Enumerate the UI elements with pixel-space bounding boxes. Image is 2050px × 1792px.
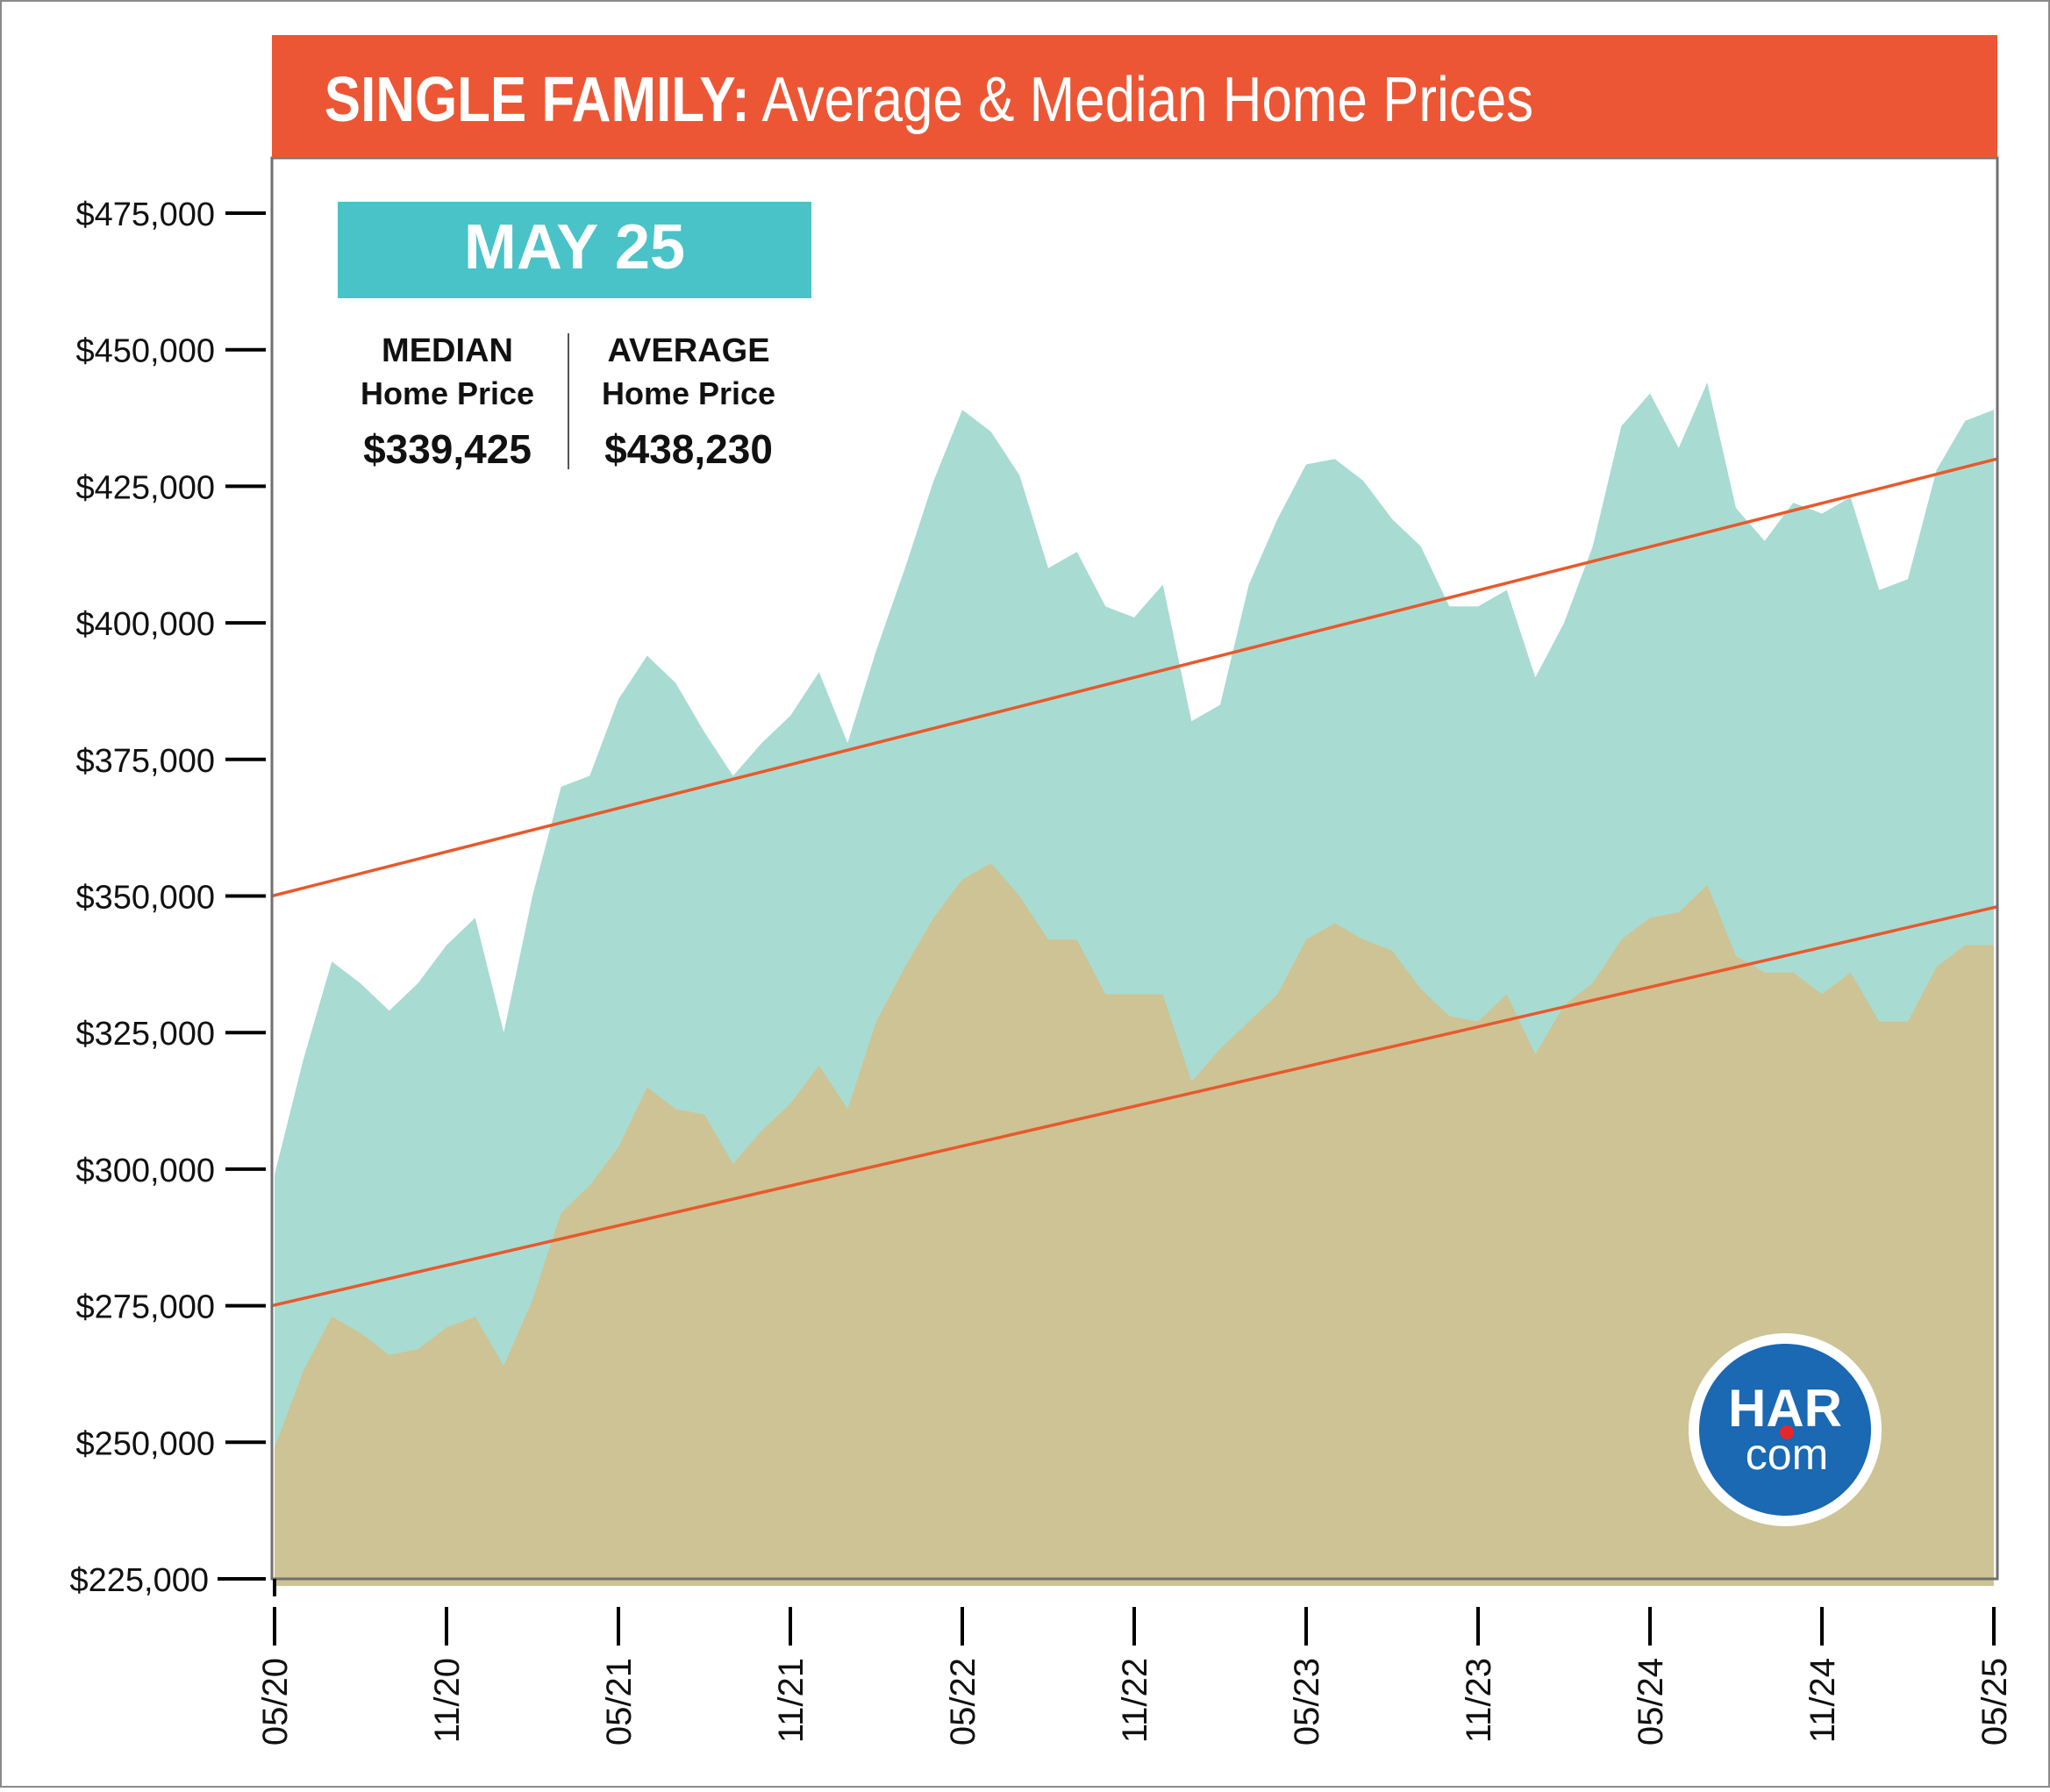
median-value: $339,425 — [363, 426, 532, 472]
y-tick-label: $225,000 — [70, 1562, 210, 1599]
trendline-group — [271, 457, 1997, 1308]
x-tick-label: 11/23 — [1460, 1658, 1498, 1743]
y-tick-label: $425,000 — [76, 469, 216, 506]
logo-dot — [1780, 1425, 1794, 1439]
median-price-area — [275, 863, 1994, 1586]
x-tick-label: 05/23 — [1288, 1658, 1326, 1746]
y-tick-label: $375,000 — [76, 743, 216, 780]
x-tick-label: 05/21 — [600, 1658, 639, 1746]
month-badge — [338, 202, 811, 298]
average-value: $438,230 — [604, 426, 773, 472]
x-tick-label: 05/22 — [944, 1658, 982, 1746]
y-tick-label: $275,000 — [76, 1289, 216, 1326]
chart-title-rest: Average & Median Home Prices — [750, 65, 1533, 135]
y-tick-label: $325,000 — [76, 1016, 216, 1053]
x-tick-label: 11/22 — [1116, 1658, 1154, 1743]
x-tick-label: 11/24 — [1804, 1658, 1842, 1743]
y-tick-label: $400,000 — [76, 606, 216, 643]
y-tick-label: $250,000 — [76, 1425, 216, 1462]
y-tick-label: $450,000 — [76, 333, 216, 370]
average-trendline — [271, 457, 1997, 898]
chart-title-bold: SINGLE FAMILY: — [325, 65, 750, 135]
average-heading: AVERAGE — [607, 332, 769, 369]
title-band — [272, 35, 1997, 158]
x-tick-label: 05/20 — [256, 1658, 295, 1746]
median-trendline — [271, 905, 1997, 1308]
y-tick-label: $300,000 — [76, 1153, 216, 1189]
average-subheading: Home Price — [602, 375, 775, 411]
x-tick-label: 05/25 — [1975, 1658, 2014, 1746]
area-series-group — [275, 382, 1994, 1587]
x-tick-label: 05/24 — [1632, 1658, 1670, 1746]
x-tick-label: 11/20 — [428, 1658, 467, 1743]
median-heading: MEDIAN — [382, 332, 513, 369]
x-tick-label: 11/21 — [772, 1658, 811, 1743]
x-axis: 05/20 11/20 05/21 11/21 05/22 11/22 05/23 11/23… — [256, 1579, 2014, 1746]
y-tick-label: $475,000 — [76, 196, 216, 233]
month-badge-label: MAY 25 — [464, 212, 685, 282]
y-tick-label: $350,000 — [76, 880, 216, 917]
har-com-logo-icon[interactable]: HAR com — [1689, 1333, 1882, 1526]
chart-title: SINGLE FAMILY: Average & Median Home Pri… — [325, 65, 1533, 135]
logo-line2: com — [1746, 1430, 1828, 1479]
stats-panel: MAY 25 MEDIAN Home Price $339,425 AVERAG… — [338, 202, 811, 472]
y-axis: $225,000 $250,000 $275,000 $300,000 $325,000… — [70, 196, 266, 1599]
median-subheading: Home Price — [361, 375, 534, 411]
